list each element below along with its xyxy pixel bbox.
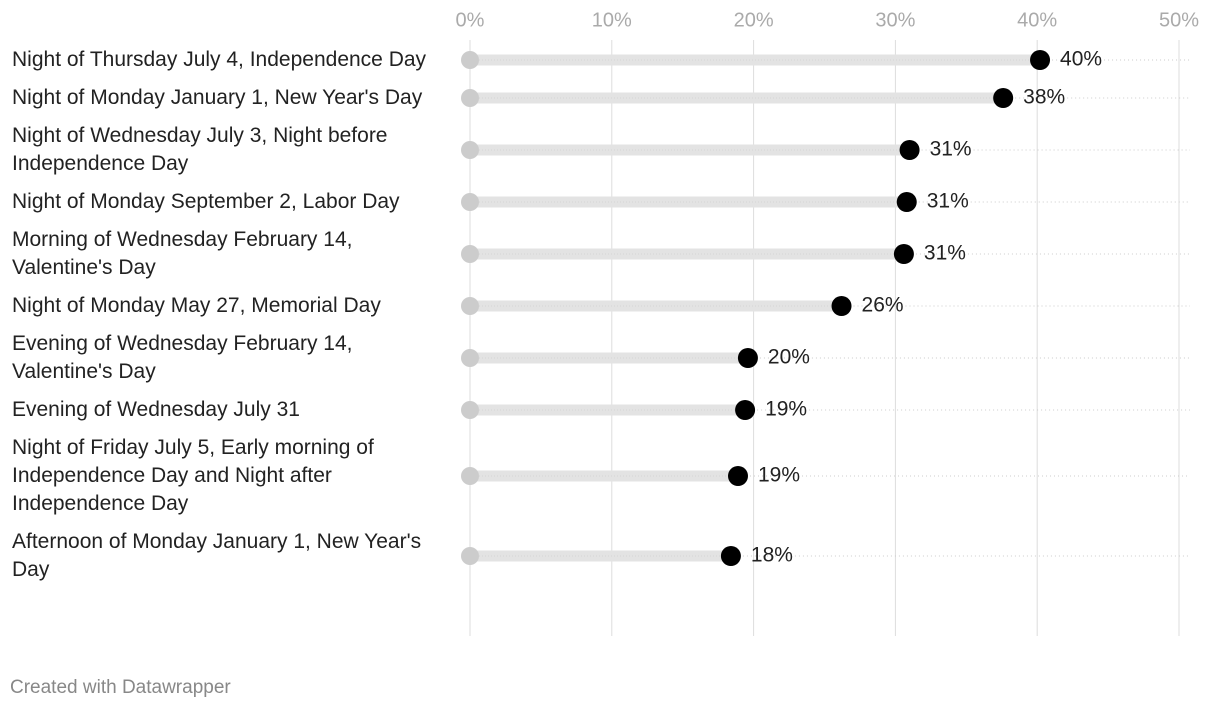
dot [737, 348, 758, 368]
value-label: 18% [751, 544, 793, 567]
row: Afternoon of Monday January 1, New Year'… [0, 523, 1220, 589]
row-plot: 19% [461, 464, 1190, 487]
start-dot [461, 349, 479, 367]
dot [720, 546, 741, 566]
row: Night of Friday July 5, Early morning of… [0, 429, 1220, 523]
x-tick-label: 30% [875, 9, 915, 31]
dot [831, 296, 852, 316]
value-label: 26% [862, 294, 904, 317]
dot [735, 400, 756, 420]
value-label: 19% [765, 398, 807, 421]
category-label: Afternoon of Monday January 1, New Year'… [12, 530, 422, 581]
row-plot: 40% [461, 48, 1190, 71]
category-label: Evening of Wednesday February 14, Valent… [12, 332, 353, 383]
row: Night of Monday May 27, Memorial Day 26% [0, 287, 1220, 325]
dot [893, 244, 914, 264]
category-label: Night of Monday January 1, New Year's Da… [12, 86, 423, 109]
row-plot: 26% [461, 294, 1190, 317]
row-plot: 38% [461, 86, 1190, 109]
row-plot: 20% [461, 346, 1190, 369]
dot [728, 466, 749, 486]
rows: Night of Thursday July 4, Independence D… [0, 41, 1220, 589]
category-label: Morning of Wednesday February 14, Valent… [12, 228, 353, 279]
value-label: 31% [927, 190, 969, 213]
value-label: 40% [1060, 48, 1102, 71]
value-label: 19% [758, 464, 800, 487]
dot [899, 140, 920, 160]
row: Evening of Wednesday July 31 19% [0, 391, 1220, 429]
start-dot [461, 89, 479, 107]
x-tick-label: 0% [456, 9, 485, 31]
start-dot [461, 141, 479, 159]
footer: Created with Datawrapper [10, 677, 231, 698]
value-label: 38% [1023, 86, 1065, 109]
value-label: 20% [768, 346, 810, 369]
x-tick-label: 40% [1017, 9, 1057, 31]
dot [896, 192, 917, 212]
start-dot [461, 467, 479, 485]
row: Evening of Wednesday February 14, Valent… [0, 325, 1220, 391]
x-tick-label: 10% [592, 9, 632, 31]
row: Morning of Wednesday February 14, Valent… [0, 221, 1220, 287]
row-plot: 31% [461, 242, 1190, 265]
row-plot: 31% [461, 138, 1190, 161]
category-label: Night of Monday September 2, Labor Day [12, 190, 400, 213]
row-plot: 19% [461, 398, 1190, 421]
start-dot [461, 193, 479, 211]
row-plot: 31% [461, 190, 1190, 213]
start-dot [461, 547, 479, 565]
x-tick-label: 20% [734, 9, 774, 31]
category-label: Evening of Wednesday July 31 [12, 398, 300, 421]
x-tick-label: 50% [1159, 9, 1199, 31]
start-dot [461, 245, 479, 263]
start-dot [461, 51, 479, 69]
category-label: Night of Wednesday July 3, Night before … [12, 124, 388, 175]
start-dot [461, 401, 479, 419]
row-plot: 18% [461, 544, 1190, 567]
category-label: Night of Friday July 5, Early morning of… [12, 436, 374, 515]
value-label: 31% [930, 138, 972, 161]
dot [993, 88, 1014, 108]
row: Night of Thursday July 4, Independence D… [0, 41, 1220, 79]
category-label: Night of Monday May 27, Memorial Day [12, 294, 381, 317]
row: Night of Monday September 2, Labor Day 31… [0, 183, 1220, 221]
value-label: 31% [924, 242, 966, 265]
row: Night of Wednesday July 3, Night before … [0, 117, 1220, 183]
category-label: Night of Thursday July 4, Independence D… [12, 48, 427, 71]
row: Night of Monday January 1, New Year's Da… [0, 79, 1220, 117]
start-dot [461, 297, 479, 315]
dot [1030, 50, 1051, 70]
